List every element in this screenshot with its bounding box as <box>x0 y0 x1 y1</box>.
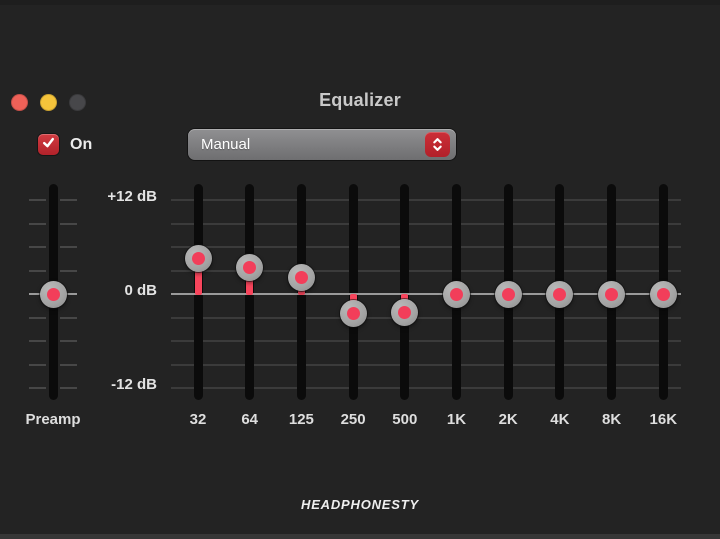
eq-knob-dot-250 <box>346 307 360 321</box>
eq-knob-dot-2K <box>501 287 515 301</box>
eq-knob-2K[interactable] <box>494 280 522 308</box>
dropdown-chevrons-icon[interactable] <box>425 132 450 157</box>
on-checkbox-label: On <box>70 136 93 153</box>
preamp-tick-right--12db <box>60 387 77 389</box>
eq-knob-dot-preamp <box>46 287 60 301</box>
zoom-button[interactable] <box>69 94 86 111</box>
eq-knob-16K[interactable] <box>649 280 677 308</box>
close-button[interactable] <box>11 94 28 111</box>
eq-knob-dot-8K <box>605 287 619 301</box>
preset-dropdown[interactable]: Manual <box>188 129 456 160</box>
top-edge-strip <box>0 0 720 5</box>
eq-band-label-4K: 4K <box>550 411 570 428</box>
preamp-tick-left-3db <box>29 269 46 272</box>
gridline--12db <box>171 387 681 389</box>
checkmark-icon <box>41 135 56 155</box>
bottom-edge-strip <box>0 534 720 539</box>
eq-knob-500[interactable] <box>391 298 419 326</box>
gridline-12db <box>171 199 681 201</box>
eq-knob-32[interactable] <box>184 245 212 273</box>
eq-knob-dot-32 <box>191 252 205 266</box>
gridline--6db <box>171 340 681 342</box>
axis-label-0db: 0 dB <box>124 282 157 299</box>
eq-band-label-64: 64 <box>241 411 259 428</box>
eq-track-500[interactable] <box>400 184 410 400</box>
gridline-9db <box>171 222 681 225</box>
preamp-tick-left--3db <box>29 316 46 319</box>
preamp-tick-right-9db <box>60 222 77 225</box>
eq-stem-32 <box>194 258 202 295</box>
gridline-6db <box>171 246 681 248</box>
preamp-label: Preamp <box>25 411 81 428</box>
preamp-tick-left--6db <box>29 340 46 342</box>
preamp-tick-left--12db <box>29 387 46 389</box>
eq-knob-dot-125 <box>294 271 308 285</box>
eq-knob-dot-64 <box>243 260 257 274</box>
eq-knob-dot-4K <box>553 287 567 301</box>
eq-band-label-250: 250 <box>340 411 366 428</box>
gridline-3db <box>171 269 681 272</box>
eq-stem-64 <box>246 267 254 295</box>
eq-knob-125[interactable] <box>287 264 315 292</box>
preamp-tick-right--9db <box>60 363 77 366</box>
preamp-tick-left--9db <box>29 363 46 366</box>
preamp-tick-left-6db <box>29 246 46 248</box>
axis-label-minus-12db: -12 dB <box>111 376 157 393</box>
window-title: Equalizer <box>319 90 401 110</box>
eq-band-label-125: 125 <box>288 411 314 428</box>
eq-knob-64[interactable] <box>236 253 264 281</box>
eq-knob-dot-16K <box>656 287 670 301</box>
eq-band-label-8K: 8K <box>602 411 622 428</box>
gridline--9db <box>171 363 681 366</box>
eq-band-label-16K: 16K <box>649 411 678 428</box>
minimize-button[interactable] <box>40 94 57 111</box>
preamp-tick-left-12db <box>29 199 46 201</box>
preamp-tick-right-3db <box>60 269 77 272</box>
preamp-tick-left-9db <box>29 222 46 225</box>
eq-knob-250[interactable] <box>339 300 367 328</box>
watermark-text: HEADPHONESTY <box>301 497 419 512</box>
eq-band-label-2K: 2K <box>498 411 518 428</box>
eq-band-label-32: 32 <box>189 411 207 428</box>
eq-knob-1K[interactable] <box>443 280 470 308</box>
preset-dropdown-value: Manual <box>201 136 251 153</box>
gridline--3db <box>171 316 681 319</box>
preamp-tick-right-0db <box>60 293 77 295</box>
axis-label-plus-12db: +12 dB <box>107 188 157 205</box>
preamp-tick-right-6db <box>60 246 77 248</box>
eq-knob-4K[interactable] <box>546 280 574 308</box>
preamp-tick-right--6db <box>60 340 77 342</box>
eq-knob-dot-1K <box>450 287 463 301</box>
preamp-tick-left-0db <box>29 293 46 295</box>
eq-track-250[interactable] <box>348 184 358 400</box>
eq-knob-dot-500 <box>398 305 412 319</box>
eq-knob-preamp[interactable] <box>39 280 67 308</box>
eq-band-label-500: 500 <box>392 411 418 428</box>
preamp-tick-right--3db <box>60 316 77 319</box>
on-checkbox[interactable] <box>38 134 59 155</box>
zero-db-gridline <box>171 293 681 295</box>
eq-band-label-1K: 1K <box>446 411 467 428</box>
preamp-tick-right-12db <box>60 199 77 201</box>
eq-knob-8K[interactable] <box>598 280 626 308</box>
